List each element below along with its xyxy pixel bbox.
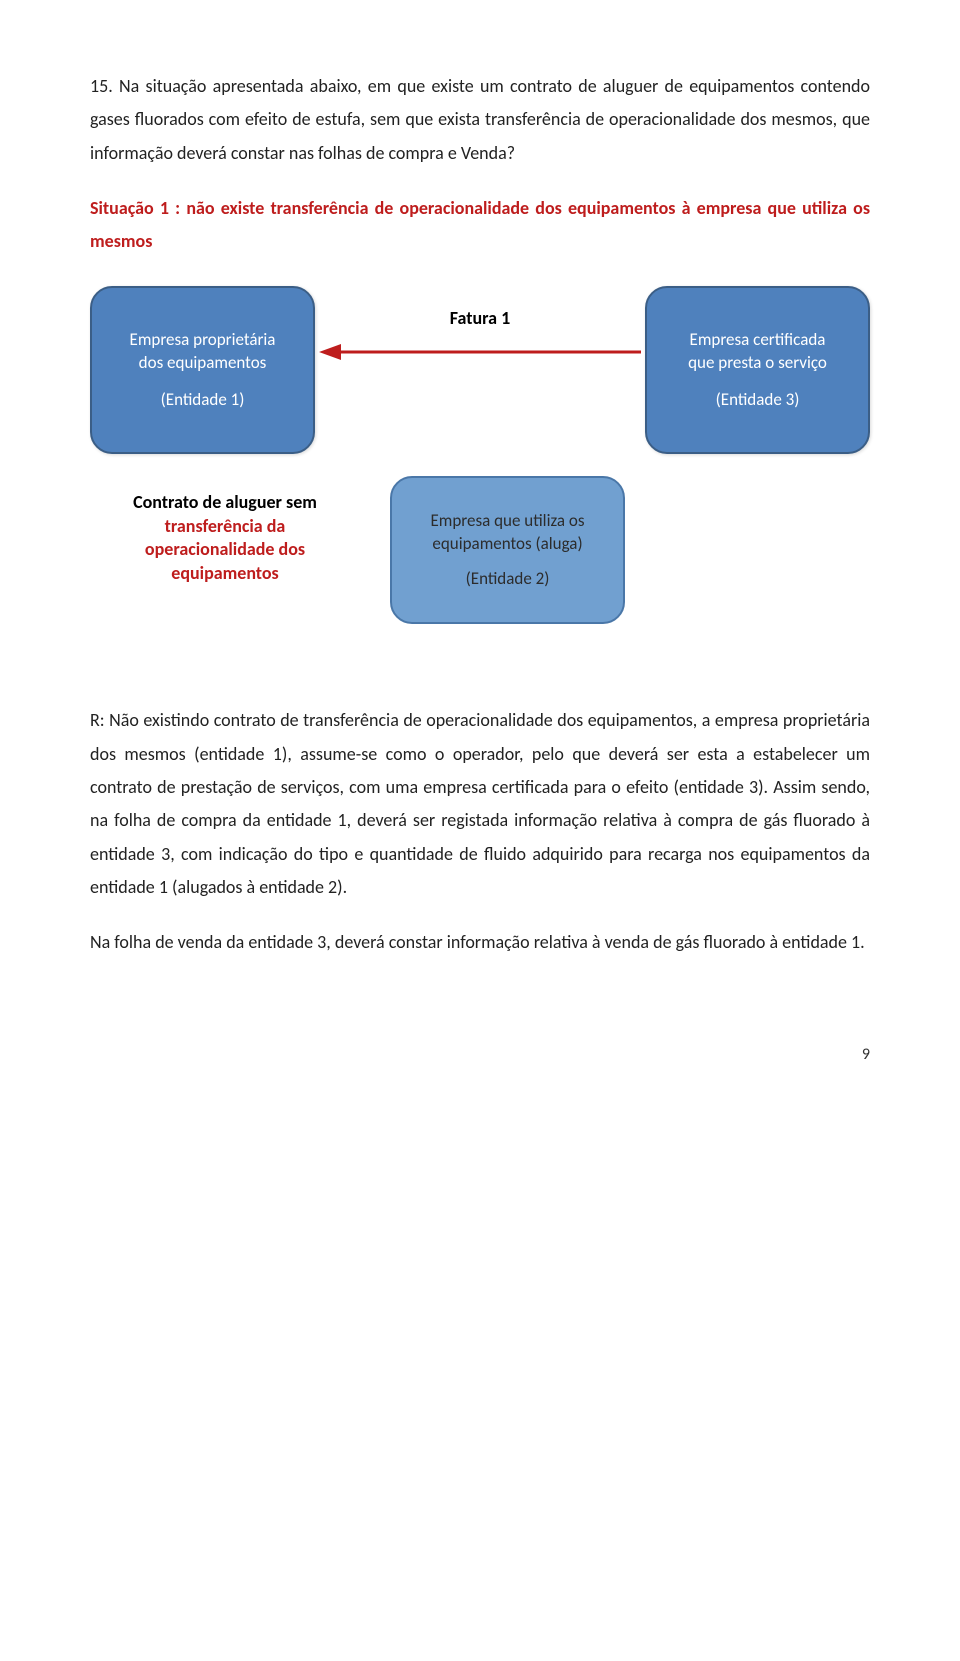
fatura-arrow-label: Fatura 1: [315, 302, 645, 335]
answer-block: R: Não existindo contrato de transferênc…: [90, 704, 870, 959]
contract-label: Contrato de aluguer sem transferência da…: [90, 491, 360, 585]
node-b-line2: que presta o serviço: [688, 352, 827, 375]
answer-p1: R: Não existindo contrato de transferênc…: [90, 704, 870, 904]
node-entidade-3: Empresa certificada que presta o serviço…: [645, 286, 870, 454]
node-b-line1: Empresa certificada: [690, 329, 826, 352]
node-b-line3: (Entidade 3): [716, 389, 800, 412]
situation-heading: Situação 1 : não existe transferência de…: [90, 192, 870, 259]
node-c-line3: (Entidade 2): [466, 568, 550, 591]
node-a-line1: Empresa proprietária: [130, 329, 276, 352]
arrow-icon: [315, 338, 645, 366]
contract-l2: transferência da: [165, 515, 286, 537]
node-entidade-2: Empresa que utiliza os equipamentos (alu…: [390, 476, 625, 624]
contract-l4: equipamentos: [171, 562, 278, 584]
question-block: 15. Na situação apresentada abaixo, em q…: [90, 70, 870, 170]
diagram-row-1: Empresa proprietária dos equipamentos (E…: [90, 286, 870, 466]
contract-l1: Contrato de aluguer sem: [133, 491, 317, 513]
diagram-row-2: Contrato de aluguer sem transferência da…: [90, 476, 870, 656]
page-number: 9: [90, 1040, 870, 1070]
node-entidade-1: Empresa proprietária dos equipamentos (E…: [90, 286, 315, 454]
node-a-line3: (Entidade 1): [161, 389, 245, 412]
question-number: 15.: [90, 75, 113, 97]
node-c-line2: equipamentos (aluga): [432, 533, 582, 556]
node-a-line2: dos equipamentos: [139, 352, 267, 375]
fatura-arrow: Fatura 1: [315, 302, 645, 362]
contract-l3: operacionalidade dos: [145, 538, 305, 560]
node-c-line1: Empresa que utiliza os: [430, 510, 584, 533]
answer-p2: Na folha de venda da entidade 3, deverá …: [90, 926, 870, 959]
question-text: Na situação apresentada abaixo, em que e…: [90, 75, 870, 164]
